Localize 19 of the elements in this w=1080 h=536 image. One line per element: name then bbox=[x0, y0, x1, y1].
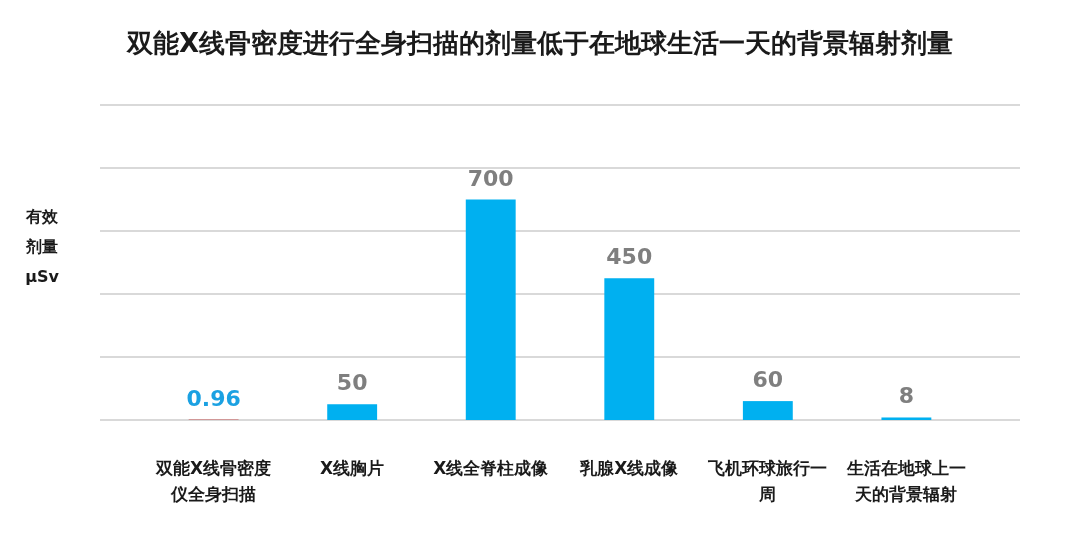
data-label: 0.96 bbox=[186, 385, 241, 411]
y-axis-title: 有效剂量μSv bbox=[25, 207, 60, 286]
x-tick-label: 乳腺X线成像 bbox=[579, 458, 680, 478]
x-tick-label: 飞机环球旅行一周 bbox=[707, 458, 828, 504]
bar bbox=[742, 401, 793, 420]
data-label: 8 bbox=[898, 383, 915, 409]
data-label: 60 bbox=[752, 367, 784, 393]
bar bbox=[465, 199, 516, 420]
data-label: 50 bbox=[336, 370, 368, 396]
data-label: 450 bbox=[606, 244, 653, 270]
bar bbox=[881, 417, 932, 420]
x-tick-label: X线全脊柱成像 bbox=[433, 458, 550, 478]
bar bbox=[604, 278, 655, 420]
bar bbox=[327, 404, 378, 420]
x-tick-label: X线胸片 bbox=[320, 458, 385, 478]
data-label: 700 bbox=[467, 165, 514, 191]
x-tick-label: 生活在地球上一天的背景辐射 bbox=[845, 458, 966, 504]
chart-title: 双能X线骨密度进行全身扫描的剂量低于在地球生活一天的背景辐射剂量 bbox=[125, 28, 954, 58]
x-tick-label: 双能X线骨密度仪全身扫描 bbox=[155, 458, 272, 504]
